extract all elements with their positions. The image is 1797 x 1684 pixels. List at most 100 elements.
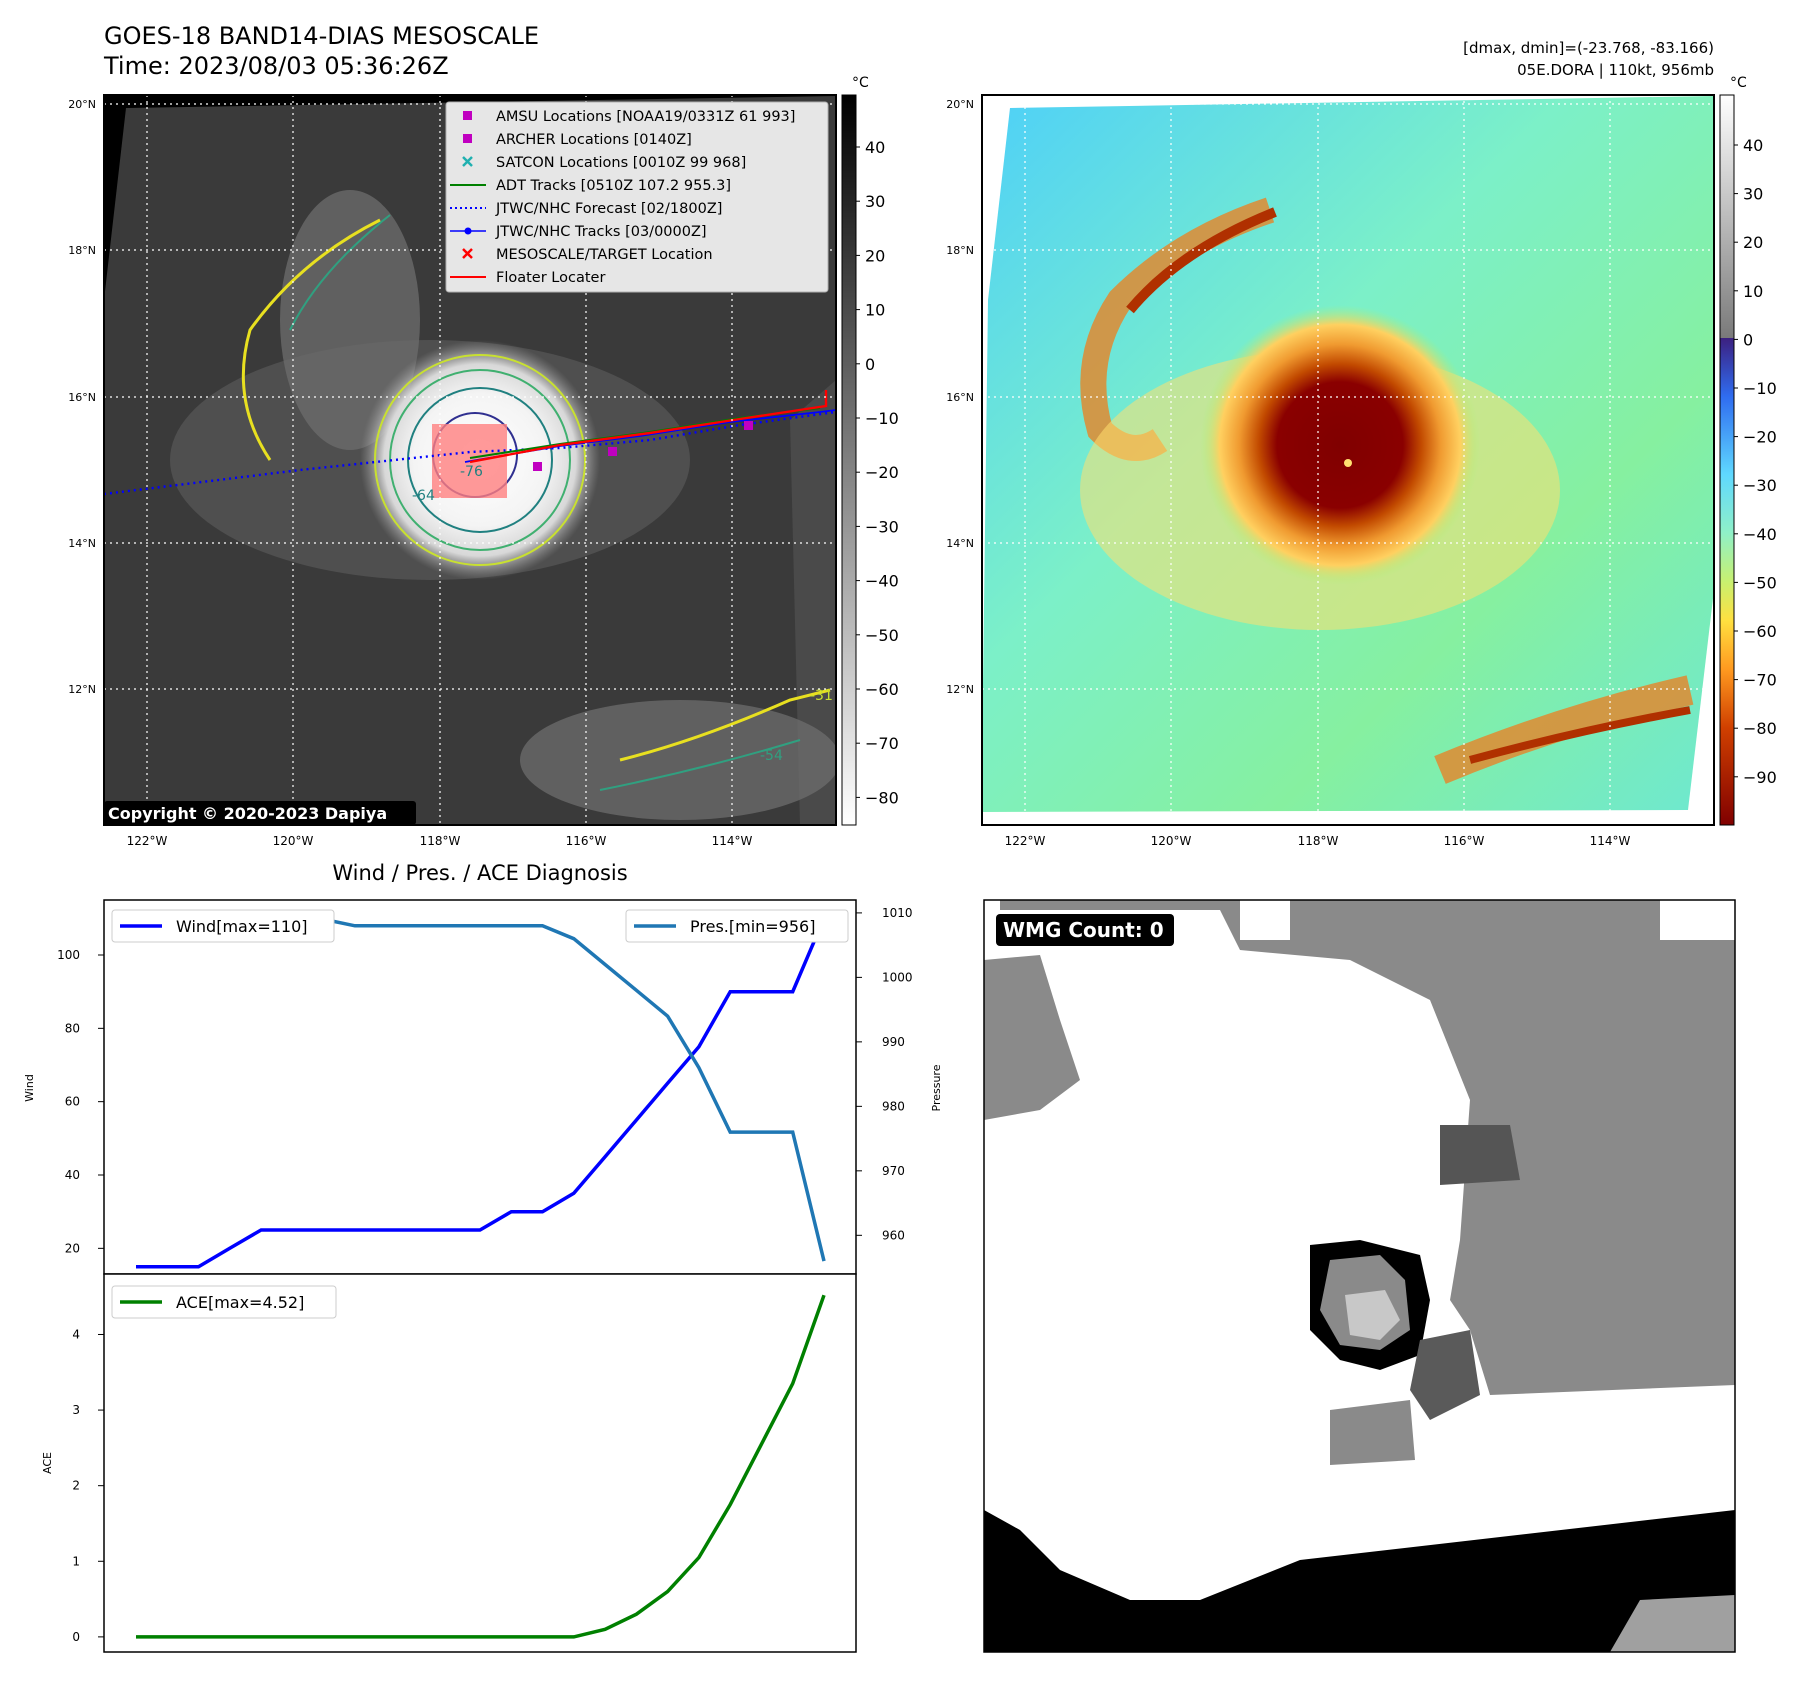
colorbar-tick: −90 [1743,768,1777,787]
colorbar-tick: 10 [1743,282,1763,301]
lat-label: 14°N [946,537,974,550]
lat-label: 16°N [946,391,974,404]
copyright-text: Copyright © 2020-2023 Dapiya [108,804,387,823]
colorbar-tick: 20 [865,246,885,265]
figure-time: Time: 2023/08/03 05:36:26Z [103,52,449,80]
wind-tick: 100 [57,948,80,962]
colorbar-tick: −40 [1743,525,1777,544]
colorbar-tick: 0 [1743,330,1753,349]
colorbar-tick: 30 [1743,185,1763,204]
colorbar-tick: −80 [1743,719,1777,738]
stats-label: [dmax, dmin]=(-23.768, -83.166) [1463,39,1714,57]
legend-item-label: AMSU Locations [NOAA19/0331Z 61 993] [496,109,795,125]
legend-item-label: ARCHER Locations [0140Z] [496,132,692,148]
wind-pressure-chart: Wind Pressure 20 40 60 80 100 960 970 980 990 100… [23,899,943,1275]
contour-label-76: -76 [460,464,483,480]
lon-labels-right: 122°W 120°W 118°W 116°W 114°W [1005,834,1631,848]
amsu-marker [608,447,617,456]
storm-label: 05E.DORA | 110kt, 956mb [1517,61,1714,79]
ace-tick: 3 [72,1403,80,1417]
ace-tick: 2 [72,1479,80,1493]
lat-label: 16°N [68,391,96,404]
lon-labels-left: 122°W 120°W 118°W 116°W 114°W [127,834,753,848]
pressure-tick: 980 [882,1099,905,1113]
wmg-count-text: WMG Count: 0 [1003,918,1164,942]
color-storm-core [1200,305,1480,585]
pressure-tick: 1010 [882,906,913,920]
legend-item-label: Floater Locater [496,270,605,286]
colorbar-left: °C 40 30 20 10 0 −10 −20 −30 −40 −50 −60 −70 −80 [841,75,899,826]
colorbar-tick: 20 [1743,233,1763,252]
lat-label: 20°N [68,98,96,111]
colorbar-left-unit: °C [852,75,869,91]
lon-label: 116°W [1444,834,1485,848]
colorbar-tick: −30 [865,517,899,536]
colorbar-tick: −10 [865,409,899,428]
colorbar-tick: −40 [865,572,899,591]
colorbar-tick: 0 [865,355,875,374]
legend-item-label: MESOSCALE/TARGET Location [496,247,713,263]
colorbar-tick: 40 [865,138,885,157]
colorbar-tick: −70 [865,734,899,753]
colorbar-tick: −30 [1743,476,1777,495]
lat-label: 18°N [68,244,96,257]
contour-label-54: -54 [760,748,783,764]
copyright-box [104,801,416,825]
floater-track [469,390,828,464]
diagnosis-title: Wind / Pres. / ACE Diagnosis [332,861,627,885]
colorbar-tick: −70 [1743,671,1777,690]
lat-labels-right: 20°N 18°N 16°N 14°N 12°N [946,98,974,696]
color-map-panel: 20°N 18°N 16°N 14°N 12°N 122°W 120°W 118°W 116°… [946,94,1715,848]
lat-label: 12°N [68,683,96,696]
pressure-tick: 970 [882,1164,905,1178]
colorbar-tick: −50 [865,626,899,645]
archer-marker [533,462,542,471]
pressure-tick: 990 [882,1035,905,1049]
lat-label: 20°N [946,98,974,111]
wind-tick: 80 [65,1021,80,1035]
wmg-panel: WMG Count: 0 [983,899,1736,1653]
lon-label: 118°W [1298,834,1339,848]
colorbar-tick: −20 [865,463,899,482]
ace-tick: 0 [72,1630,80,1644]
ace-tick: 4 [72,1327,80,1341]
pressure-tick: 1000 [882,970,913,984]
ace-axis-label: ACE [41,1452,54,1474]
wmg-imagery [984,900,1735,1652]
colorbar-tick: 10 [865,301,885,320]
lat-labels-left: 20°N 18°N 16°N 14°N 12°N [68,98,96,696]
lon-label: 118°W [420,834,461,848]
lon-label: 122°W [127,834,168,848]
lon-label: 120°W [1151,834,1192,848]
colorbar-tick: 40 [1743,136,1763,155]
wind-tick: 60 [65,1095,80,1109]
map-legend: AMSU Locations [NOAA19/0331Z 61 993] ARCH… [445,101,829,293]
pressure-legend-label: Pres.[min=956] [690,917,815,936]
pressure-tick: 960 [882,1228,905,1242]
wmg-count-badge [996,914,1174,946]
ace-chart: ACE 0 1 2 3 4 ACE[max=4.52] [41,1273,857,1653]
colorbar-tick: −10 [1743,379,1777,398]
legend-item-label: SATCON Locations [0010Z 99 968] [496,155,746,171]
color-gridlines [982,95,1714,825]
lon-label: 122°W [1005,834,1046,848]
colorbar-tick: −60 [1743,622,1777,641]
ace-legend-label: ACE[max=4.52] [176,1293,304,1312]
colorbar-tick: 30 [865,192,885,211]
legend-item-label: JTWC/NHC Tracks [03/0000Z] [495,224,707,240]
wind-tick: 40 [65,1168,80,1182]
legend-item-label: JTWC/NHC Forecast [02/1800Z] [495,201,722,217]
ir-map-panel: -76 -64 -54 -31 AMSU Locations [NOAA19/0… [68,94,837,848]
lat-label: 18°N [946,244,974,257]
ace-tick: 1 [72,1554,80,1568]
colorbar-tick: −80 [865,788,899,807]
colorbar-tick: −20 [1743,428,1777,447]
wind-series-line [136,917,826,1269]
lon-label: 114°W [712,834,753,848]
wind-axis-label: Wind [23,1074,36,1102]
lon-label: 120°W [273,834,314,848]
lon-label: 116°W [566,834,607,848]
colorbar-tick: −60 [865,680,899,699]
colorbar-right: °C 40 30 20 10 0 −10 −20 −30 −40 −50 −60 −70 −80 −90 [1719,75,1777,826]
